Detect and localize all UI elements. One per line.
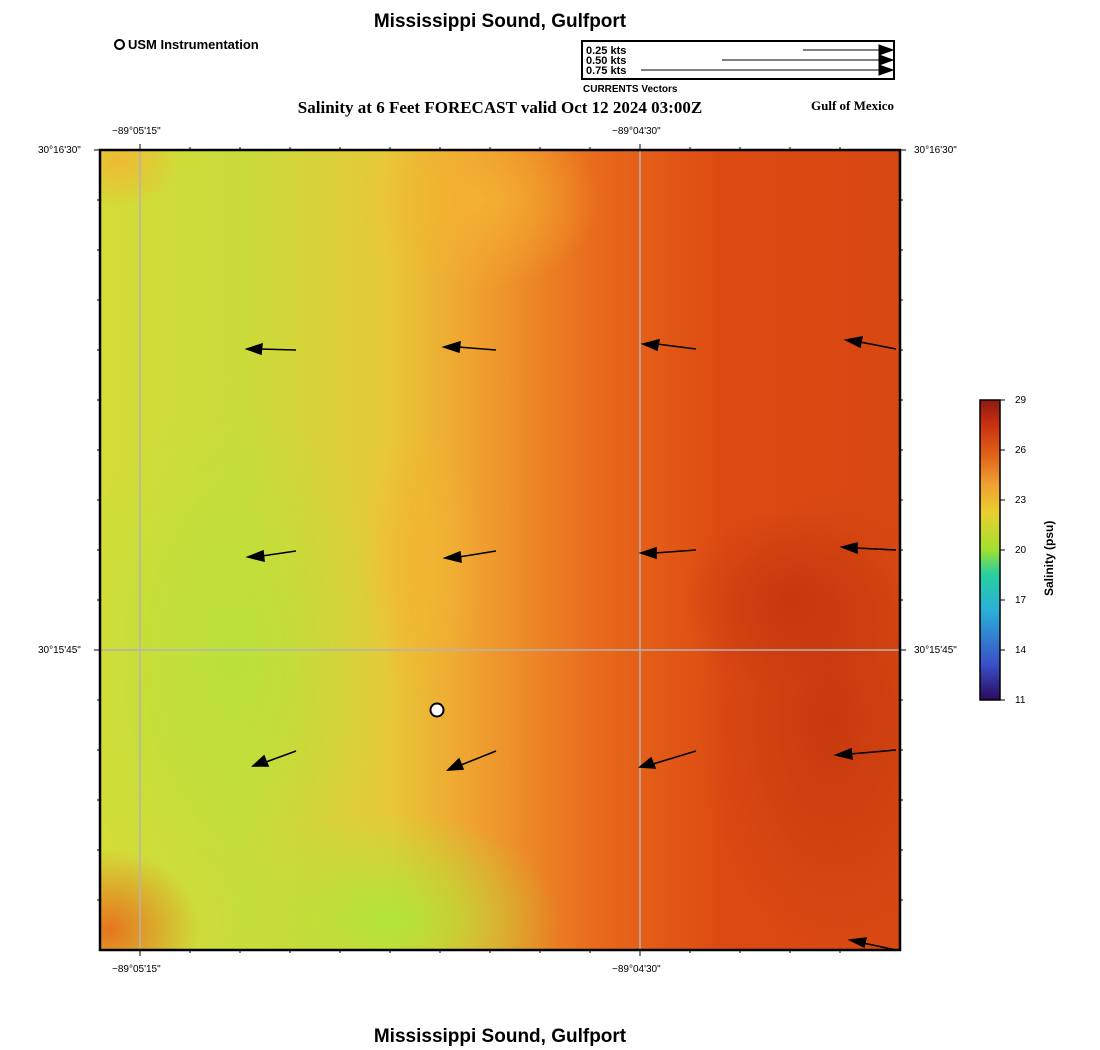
lat-label-left: 30°15'45" <box>38 645 81 656</box>
colorbar <box>979 399 1005 701</box>
current-arrow <box>445 750 497 771</box>
vector-legend-box: 0.25 kts 0.50 kts 0.75 kts <box>581 40 895 80</box>
current-arrow <box>833 747 897 761</box>
lat-label-right: 30°15'45" <box>914 645 957 656</box>
current-arrow <box>843 335 897 350</box>
lat-label-right: 30°16'30" <box>914 145 957 156</box>
station-legend: USM Instrumentation <box>114 37 259 52</box>
colorbar-title: Salinity (psu) <box>1042 520 1056 596</box>
colorbar-tick-label: 20 <box>1015 545 1027 556</box>
lon-label-top: −89°04'30" <box>612 126 661 137</box>
current-arrow <box>847 937 897 951</box>
frame-ticks <box>94 144 906 956</box>
lon-label-top: −89°05'15" <box>112 126 161 137</box>
lat-label-left: 30°16'30" <box>38 145 81 156</box>
colorbar-tick-label: 17 <box>1015 595 1027 606</box>
vector-legend-arrows <box>641 44 895 76</box>
colorbar-tick-label: 26 <box>1015 445 1027 456</box>
current-arrow <box>640 338 697 352</box>
current-arrow <box>638 546 697 560</box>
current-arrow <box>637 750 697 769</box>
station-circle-icon <box>114 39 125 50</box>
current-arrow <box>245 549 297 563</box>
colorbar-tick-label: 14 <box>1015 645 1027 656</box>
vector-legend-entry: 0.50 kts <box>586 55 627 67</box>
vector-legend-title: CURRENTS Vectors <box>583 84 678 95</box>
colorbar-tick-label: 29 <box>1015 395 1027 406</box>
colorbar-tick-label: 23 <box>1015 495 1027 506</box>
map-subtitle: Salinity at 6 Feet FORECAST valid Oct 12… <box>297 98 703 117</box>
vector-legend-entry: 0.25 kts <box>586 45 627 57</box>
station-legend-label: USM Instrumentation <box>128 37 259 52</box>
current-vectors <box>244 335 897 951</box>
graticule <box>100 150 900 950</box>
lon-label-bottom: −89°05'15" <box>112 964 161 975</box>
current-arrow <box>442 550 497 564</box>
colorbar-tick-label: 11 <box>1015 695 1026 706</box>
usm-station-marker[interactable] <box>429 702 445 718</box>
region-label: Gulf of Mexico <box>811 98 895 113</box>
current-arrow <box>441 340 497 354</box>
map-title: Mississippi Sound, Gulfport <box>373 11 627 32</box>
current-arrow <box>250 750 297 767</box>
lon-label-bottom: −89°04'30" <box>612 964 661 975</box>
vector-legend-entry: 0.75 kts <box>586 65 627 77</box>
map-footer-title: Mississippi Sound, Gulfport <box>373 1026 627 1047</box>
current-arrow <box>244 342 297 356</box>
current-arrow <box>839 541 897 555</box>
